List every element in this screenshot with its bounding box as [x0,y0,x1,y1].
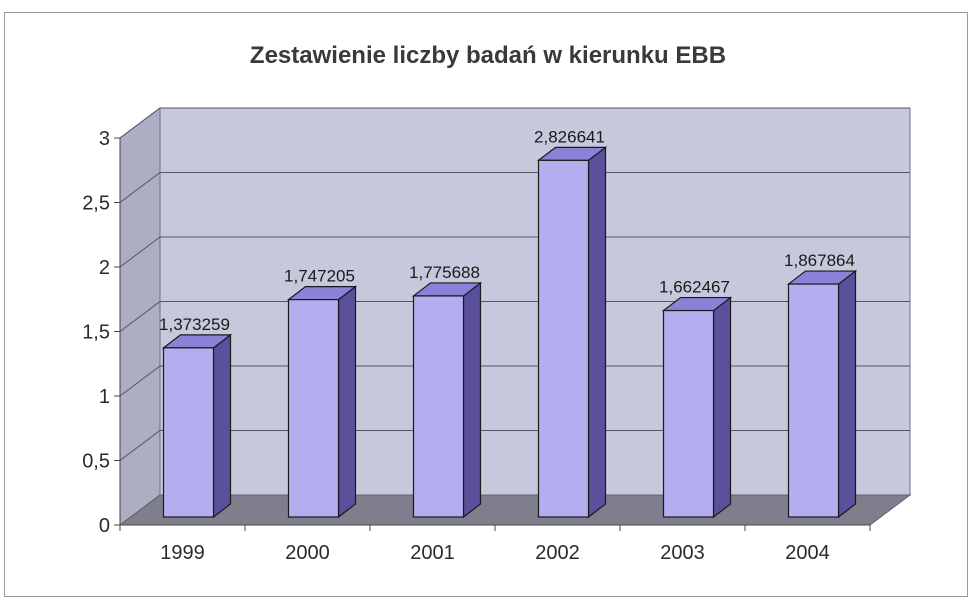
data-labels: 1,373259 1,747205 1,775688 2,826641 1,662467… [159,127,855,333]
bar [161,333,233,519]
y-tick-label: 0 [99,515,110,537]
data-label: 1,867864 [784,251,855,270]
bar [411,281,483,519]
data-label: 1,747205 [284,267,355,286]
bar-front [412,295,465,518]
x-tick-label: 2004 [785,542,830,564]
y-tick-label: 1,5 [82,322,110,344]
bar-front [662,309,715,518]
bar-side [337,285,357,519]
y-tick-label: 2,5 [82,193,110,215]
gridline [119,107,910,139]
data-label: 1,775688 [409,263,480,282]
y-tick-label: 2 [99,257,110,279]
y-tick-label: 3 [99,128,110,150]
bar-side [462,281,482,519]
bars [161,146,858,519]
bar [786,269,858,519]
bar-front [537,159,590,518]
x-tick-label: 2000 [285,542,330,564]
gridline [119,430,910,461]
bar [286,285,358,519]
data-label: 1,373259 [159,315,230,334]
gridline [119,236,910,268]
chart-title: Zestawienie liczby badań w kierunku EBB [250,42,726,69]
data-label: 1,662467 [659,278,730,297]
gridline [119,301,910,332]
data-label: 2,826641 [534,127,605,146]
x-axis: 1999 2000 2001 2002 2003 2004 [119,524,871,564]
bar-side [212,333,232,519]
y-axis: 0 0,5 1 1,5 2 2,5 3 [82,128,121,537]
x-tick-label: 2002 [535,542,580,564]
gridlines [119,107,910,461]
bar-front [162,347,215,518]
x-tick-label: 1999 [160,542,205,564]
bar-side [712,296,732,519]
gridline [119,365,910,397]
y-tick-label: 0,5 [82,451,110,473]
x-tick-label: 2003 [660,542,705,564]
bar-side [837,269,857,519]
bar-front [287,299,340,518]
bar [536,146,608,519]
bar [661,296,733,519]
y-tick-label: 1 [99,386,110,408]
bar-front [787,283,840,518]
bar-side [587,146,607,519]
x-tick-label: 2001 [410,542,455,564]
gridline [119,172,910,203]
